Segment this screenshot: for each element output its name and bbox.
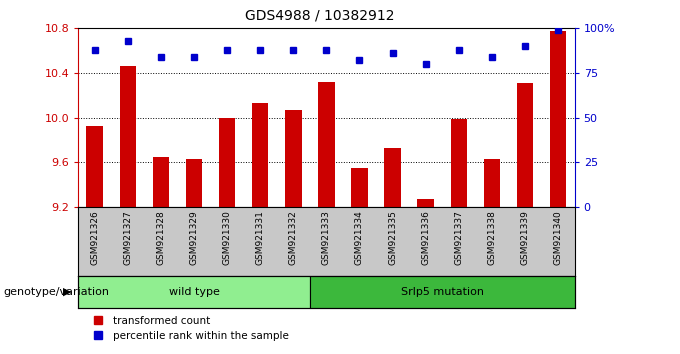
- Text: GSM921331: GSM921331: [256, 211, 265, 266]
- Text: GSM921330: GSM921330: [222, 211, 232, 266]
- Text: GSM921338: GSM921338: [488, 211, 496, 266]
- Text: GSM921326: GSM921326: [90, 211, 99, 265]
- Bar: [418, 199, 434, 207]
- Text: GSM921336: GSM921336: [421, 211, 430, 266]
- Bar: [318, 82, 335, 207]
- Text: GSM921337: GSM921337: [454, 211, 463, 266]
- Bar: [186, 159, 203, 207]
- Bar: [219, 118, 235, 207]
- Text: genotype/variation: genotype/variation: [3, 287, 109, 297]
- Text: GDS4988 / 10382912: GDS4988 / 10382912: [245, 9, 394, 23]
- Bar: [483, 159, 500, 207]
- Bar: [517, 83, 533, 207]
- Text: GSM921327: GSM921327: [123, 211, 133, 265]
- Text: GSM921340: GSM921340: [554, 211, 562, 265]
- Legend: transformed count, percentile rank within the sample: transformed count, percentile rank withi…: [84, 312, 292, 345]
- Bar: [450, 119, 467, 207]
- Text: GSM921333: GSM921333: [322, 211, 331, 266]
- Text: GSM921339: GSM921339: [520, 211, 530, 266]
- Bar: [120, 66, 136, 207]
- Text: GSM921335: GSM921335: [388, 211, 397, 266]
- Bar: [384, 148, 401, 207]
- Text: GSM921328: GSM921328: [156, 211, 165, 265]
- Bar: [549, 30, 566, 207]
- Bar: [78, 276, 310, 308]
- Text: Srlp5 mutation: Srlp5 mutation: [401, 287, 483, 297]
- Bar: [252, 103, 269, 207]
- Bar: [310, 276, 575, 308]
- Bar: [352, 168, 368, 207]
- Bar: [86, 126, 103, 207]
- Bar: [285, 110, 301, 207]
- Text: ▶: ▶: [63, 287, 71, 297]
- Bar: [152, 157, 169, 207]
- Text: GSM921329: GSM921329: [190, 211, 199, 265]
- Text: GSM921334: GSM921334: [355, 211, 364, 265]
- Text: GSM921332: GSM921332: [289, 211, 298, 265]
- Text: wild type: wild type: [169, 287, 220, 297]
